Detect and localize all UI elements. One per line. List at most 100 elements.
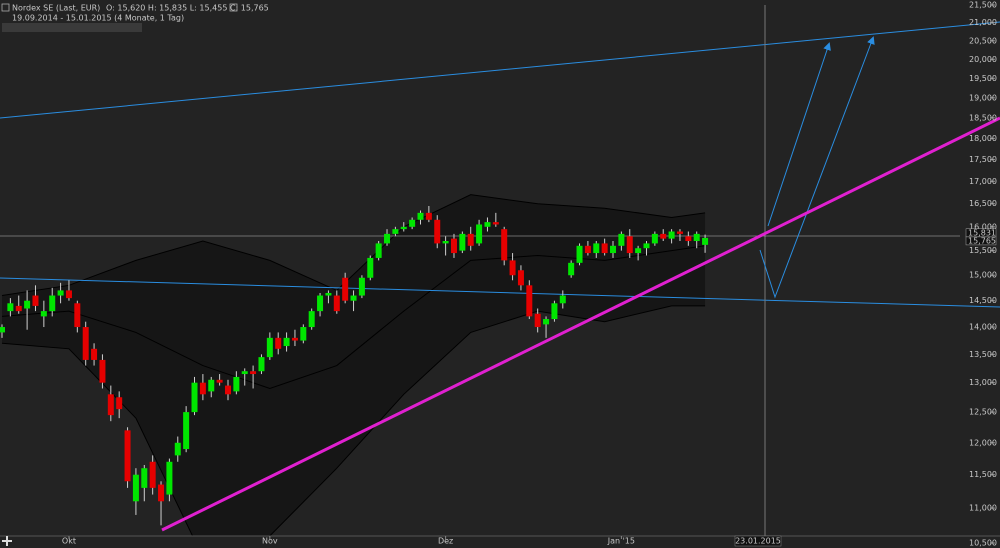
candle-body <box>149 461 156 488</box>
candle-body <box>15 305 22 312</box>
candle-body <box>467 233 474 246</box>
candle-body <box>0 327 5 333</box>
candle-body <box>116 397 123 410</box>
y-tick-label: 13,000 <box>969 378 997 387</box>
range: 19.09.2014 - 15.01.2015 (4 Monate, 1 Tag… <box>12 14 184 23</box>
candle-body <box>224 385 231 395</box>
y-tick-label: 19,000 <box>969 93 997 102</box>
y-tick-label: 16,000 <box>969 222 997 231</box>
candle-body <box>208 379 215 392</box>
candle-body <box>342 277 349 301</box>
candle-body <box>517 270 524 286</box>
candle-body <box>24 300 31 309</box>
candle-body <box>325 292 332 296</box>
upper-trend-line <box>0 21 1000 119</box>
y-tick-label: 13,500 <box>969 350 997 359</box>
candle-body <box>501 229 508 261</box>
candle-body <box>216 379 223 383</box>
candle-body <box>450 238 457 254</box>
projection-arrow <box>759 36 875 299</box>
instrument: Nordex SE (Last, EUR) <box>12 4 100 13</box>
y-tick-label: 19,500 <box>969 74 997 83</box>
candle-body <box>660 233 667 239</box>
y-tick-label: 10,500 <box>969 539 997 548</box>
candle-body <box>543 319 550 325</box>
candle-body <box>685 236 692 242</box>
icon[interactable] <box>1 3 10 12</box>
candle-body <box>367 257 374 278</box>
candle-body <box>283 337 290 347</box>
candle-body <box>610 245 617 254</box>
candle-body <box>158 484 165 502</box>
candle-body <box>99 359 106 383</box>
candle-body <box>651 233 658 244</box>
candle-body <box>40 311 47 317</box>
indicator-row <box>2 23 142 32</box>
price-marker-label: 15,831 <box>968 228 996 237</box>
x-tick-label: Nov <box>262 537 278 546</box>
candle-body <box>358 277 365 296</box>
candle-body <box>233 376 240 392</box>
band-middle <box>1 245 706 389</box>
candle-body <box>291 337 298 341</box>
candle-body <box>141 468 148 488</box>
candle-body <box>392 229 399 234</box>
candle-body <box>676 231 683 234</box>
y-tick-label: 14,000 <box>969 323 997 332</box>
y-tick-label: 16,500 <box>969 199 997 208</box>
y-tick-label: 21,500 <box>969 1 997 10</box>
candle-body <box>593 243 600 254</box>
x-tick-label: Dez <box>438 537 453 546</box>
candle-body <box>693 233 700 242</box>
lower-trend-line <box>0 277 1000 308</box>
y-tick-label: 21,000 <box>969 18 997 27</box>
candle-body <box>91 348 98 360</box>
crosshair-icon[interactable] <box>2 536 12 546</box>
x-tick-label: Jan '15 <box>607 537 635 546</box>
settings-icon[interactable] <box>229 3 238 12</box>
candle-body <box>199 382 206 395</box>
support-line <box>161 116 1000 532</box>
candle-body <box>250 371 257 375</box>
y-tick-label: 15,000 <box>969 271 997 280</box>
candle-body <box>400 226 407 230</box>
y-tick-label: 11,000 <box>969 504 997 513</box>
y-tick-label: 12,500 <box>969 408 997 417</box>
candle-body <box>601 243 608 254</box>
candle-body <box>65 290 72 299</box>
y-tick-label: 20,500 <box>969 36 997 45</box>
candle-body <box>618 233 625 246</box>
y-tick-label: 18,500 <box>969 113 997 122</box>
candle-body <box>375 243 382 258</box>
candle-body <box>417 212 424 220</box>
candle-body <box>442 241 449 244</box>
y-tick-label: 18,000 <box>969 134 997 143</box>
candle-body <box>49 295 56 312</box>
x-tick-label: Okt <box>62 537 76 546</box>
candle-body <box>132 474 139 502</box>
y-tick-label: 17,500 <box>969 155 997 164</box>
candle-body <box>576 245 583 263</box>
candle-body <box>107 394 114 416</box>
candle-body <box>266 337 273 358</box>
candle-body <box>241 371 248 375</box>
ohlc-text: O: 15,620 H: 15,835 L: 15,455 C: 15,765 <box>106 4 269 13</box>
candle-body <box>526 285 533 317</box>
candle-body <box>492 222 499 225</box>
axes: 10,500 11,000 11,500 12,000 12,500 13,000 13,5… <box>62 1 997 548</box>
candle-body <box>32 295 39 306</box>
price-marker-box <box>965 236 997 246</box>
y-tick-label: 12,000 <box>969 438 997 447</box>
candle-body <box>258 357 265 372</box>
candle-body <box>425 212 432 220</box>
candle-body <box>308 311 315 328</box>
candle-body <box>191 382 198 413</box>
candle-body <box>509 260 516 276</box>
cursor-box <box>734 535 782 547</box>
trend-lines <box>0 5 1000 536</box>
candle-body <box>74 303 81 328</box>
candle-body <box>317 295 324 312</box>
candle-body <box>643 243 650 249</box>
projection-arrow <box>767 42 831 227</box>
